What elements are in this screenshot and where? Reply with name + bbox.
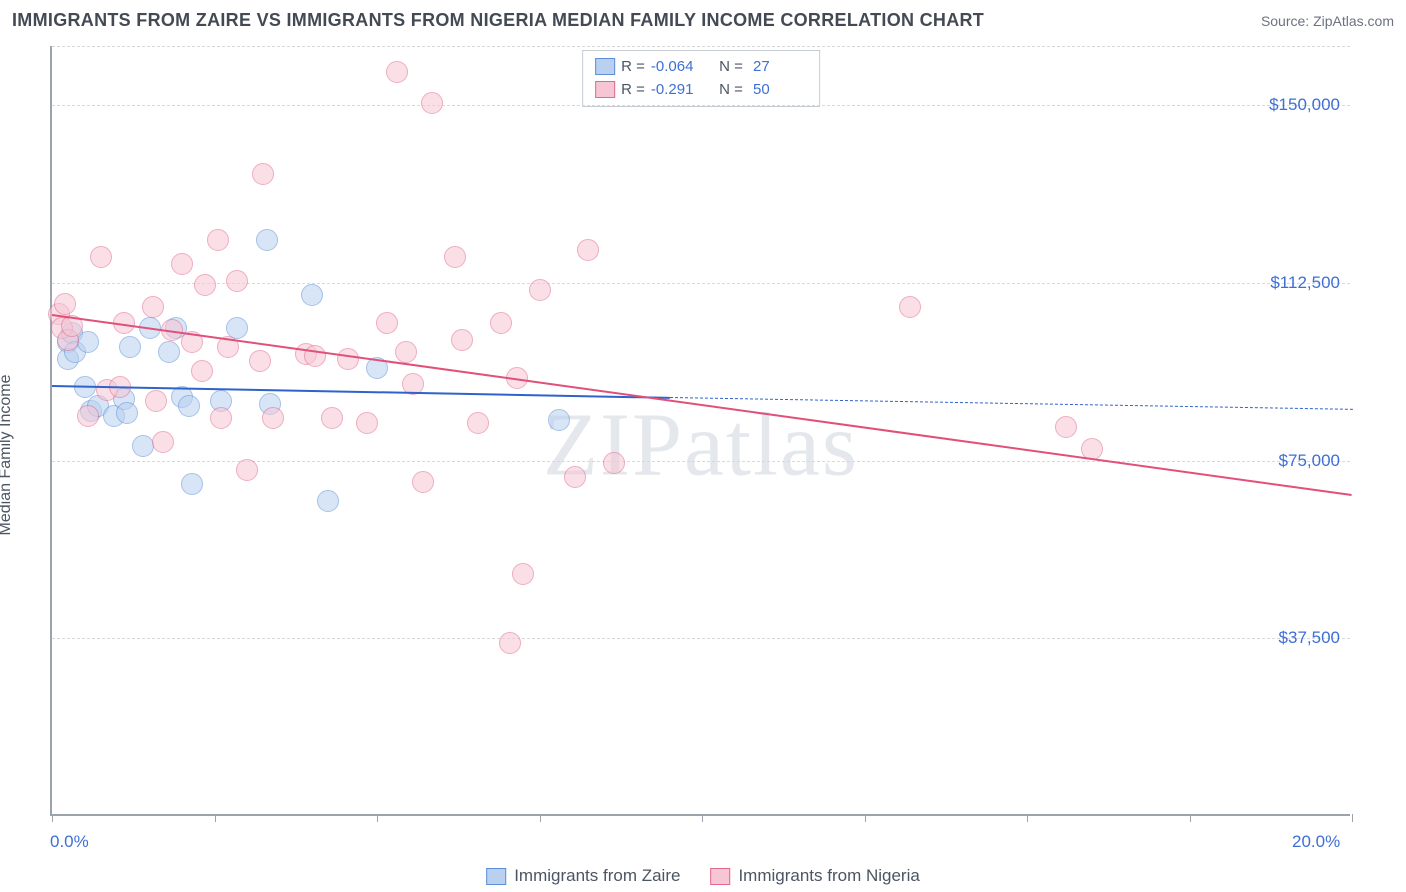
- data-point: [444, 246, 466, 268]
- data-point: [395, 341, 417, 363]
- data-point: [181, 473, 203, 495]
- data-point: [252, 163, 274, 185]
- y-tick-label: $75,000: [1279, 451, 1340, 471]
- data-point: [171, 253, 193, 275]
- data-point: [317, 490, 339, 512]
- legend-swatch: [710, 868, 730, 885]
- data-point: [90, 246, 112, 268]
- data-point: [321, 407, 343, 429]
- y-tick-label: $150,000: [1269, 95, 1340, 115]
- data-point: [54, 293, 76, 315]
- chart-title: IMMIGRANTS FROM ZAIRE VS IMMIGRANTS FROM…: [12, 10, 984, 31]
- gridline: [52, 46, 1350, 47]
- data-point: [356, 412, 378, 434]
- data-point: [152, 431, 174, 453]
- stats-legend-row: R = -0.291 N = 50: [595, 78, 807, 101]
- data-point: [178, 395, 200, 417]
- data-point: [210, 407, 232, 429]
- data-point: [467, 412, 489, 434]
- x-tick: [702, 814, 703, 822]
- data-point: [226, 270, 248, 292]
- x-tick: [215, 814, 216, 822]
- data-point: [421, 92, 443, 114]
- data-point: [191, 360, 213, 382]
- header: IMMIGRANTS FROM ZAIRE VS IMMIGRANTS FROM…: [12, 10, 1394, 31]
- gridline: [52, 105, 1350, 106]
- trend-line: [669, 397, 1352, 410]
- data-point: [412, 471, 434, 493]
- stat-r-label: R =: [621, 55, 645, 78]
- data-point: [77, 331, 99, 353]
- data-point: [77, 405, 99, 427]
- x-tick: [1352, 814, 1353, 822]
- x-tick: [52, 814, 53, 822]
- legend-swatch: [595, 81, 615, 98]
- data-point: [142, 296, 164, 318]
- x-tick: [865, 814, 866, 822]
- data-point: [194, 274, 216, 296]
- data-point: [236, 459, 258, 481]
- stat-n-label: N =: [715, 55, 743, 78]
- legend-label: Immigrants from Zaire: [514, 866, 680, 886]
- data-point: [451, 329, 473, 351]
- data-point: [256, 229, 278, 251]
- x-axis-label: 20.0%: [1292, 832, 1340, 852]
- stat-n-value: 50: [749, 78, 807, 101]
- x-tick: [1190, 814, 1191, 822]
- stats-legend: R = -0.064 N = 27 R = -0.291 N = 50: [582, 50, 820, 107]
- data-point: [512, 563, 534, 585]
- data-point: [548, 409, 570, 431]
- stat-r-value: -0.291: [651, 78, 709, 101]
- data-point: [158, 341, 180, 363]
- data-point: [207, 229, 229, 251]
- data-point: [577, 239, 599, 261]
- data-point: [119, 336, 141, 358]
- stat-r-label: R =: [621, 78, 645, 101]
- gridline: [52, 638, 1350, 639]
- y-tick-label: $112,500: [1270, 273, 1340, 293]
- legend-item: Immigrants from Zaire: [486, 866, 680, 886]
- source-label: Source: ZipAtlas.com: [1261, 13, 1394, 29]
- series-legend: Immigrants from Zaire Immigrants from Nig…: [486, 866, 920, 886]
- y-tick-label: $37,500: [1279, 628, 1340, 648]
- x-tick: [1027, 814, 1028, 822]
- data-point: [564, 466, 586, 488]
- data-point: [301, 284, 323, 306]
- data-point: [499, 632, 521, 654]
- data-point: [376, 312, 398, 334]
- data-point: [262, 407, 284, 429]
- stat-n-value: 27: [749, 55, 807, 78]
- data-point: [116, 402, 138, 424]
- legend-label: Immigrants from Nigeria: [738, 866, 919, 886]
- data-point: [529, 279, 551, 301]
- x-tick: [377, 814, 378, 822]
- data-point: [386, 61, 408, 83]
- data-point: [603, 452, 625, 474]
- stats-legend-row: R = -0.064 N = 27: [595, 55, 807, 78]
- stat-r-value: -0.064: [651, 55, 709, 78]
- data-point: [337, 348, 359, 370]
- x-axis-label: 0.0%: [50, 832, 89, 852]
- legend-item: Immigrants from Nigeria: [710, 866, 919, 886]
- data-point: [490, 312, 512, 334]
- data-point: [249, 350, 271, 372]
- data-point: [1055, 416, 1077, 438]
- watermark: ZIPatlas: [543, 394, 859, 497]
- stat-n-label: N =: [715, 78, 743, 101]
- x-tick: [540, 814, 541, 822]
- legend-swatch: [486, 868, 506, 885]
- legend-swatch: [595, 58, 615, 75]
- chart-plot-area: ZIPatlas R = -0.064 N = 27 R = -0.291 N = 5…: [50, 46, 1350, 816]
- y-axis-label: Median Family Income: [0, 375, 15, 536]
- data-point: [899, 296, 921, 318]
- data-point: [145, 390, 167, 412]
